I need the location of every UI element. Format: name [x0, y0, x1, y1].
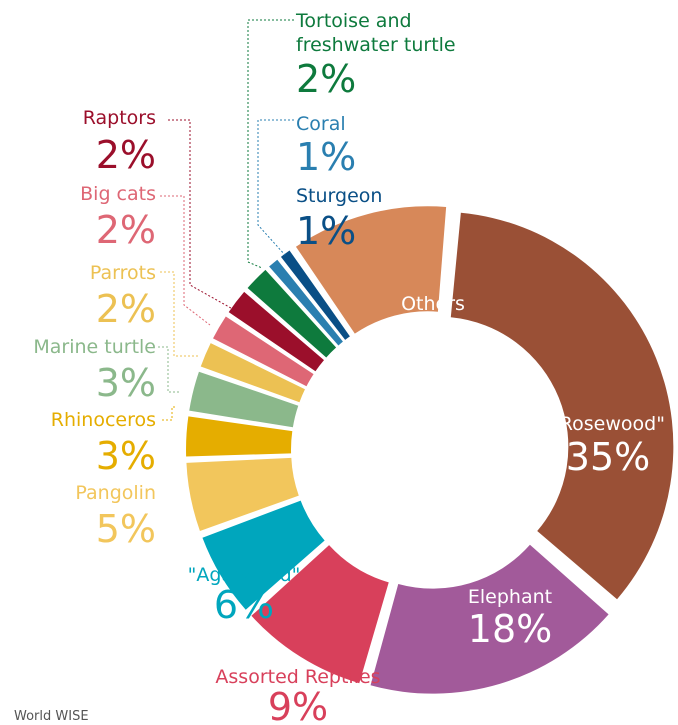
leader-line-marine-turtle	[158, 346, 180, 393]
slice-label-agarwood: "Agarwood"	[188, 564, 301, 586]
leader-line-parrots	[160, 271, 198, 357]
slice-percent-agarwood: 6%	[214, 583, 274, 627]
leader-line-tortoise-and-freshwater-turtle	[247, 19, 294, 269]
slice-others	[295, 206, 447, 334]
slice-sturgeon	[280, 250, 350, 340]
slice-percent-tortoise-and-freshwater-turtle: 2%	[296, 57, 356, 101]
slice-elephant	[370, 544, 609, 694]
slice-percent-coral: 1%	[296, 135, 356, 179]
slice-pangolin	[186, 457, 299, 531]
slice-label-elephant: Elephant	[468, 586, 552, 608]
slice-label-coral: Coral	[296, 113, 346, 135]
slice-assorted-reptiles	[251, 545, 389, 684]
leader-line-raptors	[168, 119, 239, 313]
slice-parrots	[200, 343, 305, 403]
slice-label-marine-turtle: Marine turtle	[33, 336, 156, 358]
slice-percent-big-cats: 2%	[96, 208, 156, 252]
slice-label-sturgeon: Sturgeon	[296, 185, 382, 207]
slice-percent-parrots: 2%	[96, 287, 156, 331]
slice-label-others: Others	[401, 293, 465, 315]
slice-big-cats	[213, 316, 314, 387]
slice-percent-raptors: 2%	[96, 133, 156, 177]
slice-label-rosewood: "Rosewood"	[551, 413, 665, 435]
slice-label-rhinoceros: Rhinoceros	[51, 409, 156, 431]
source-footer: World WISE	[14, 709, 89, 724]
leader-line-big-cats	[160, 195, 211, 326]
slice-rhinoceros	[186, 416, 293, 457]
slice-tortoise-and-freshwater-turtle	[247, 269, 337, 358]
slice-percent-sturgeon: 1%	[296, 209, 356, 253]
slice-percent-marine-turtle: 3%	[96, 361, 156, 405]
slice-percent-rhinoceros: 3%	[96, 434, 156, 478]
slice-label-pangolin: Pangolin	[75, 482, 156, 504]
slice-percent-others: 11%	[391, 315, 475, 359]
slice-raptors	[228, 291, 324, 372]
leader-line-rhinoceros	[162, 406, 176, 421]
slice-label-tortoise-and-freshwater-turtle: Tortoise and freshwater turtle	[295, 10, 456, 56]
slice-agarwood	[202, 500, 325, 610]
slice-rosewood	[450, 212, 674, 600]
slice-percent-assorted-reptiles: 9%	[268, 685, 328, 725]
slice-percent-elephant: 18%	[468, 607, 552, 651]
slice-marine-turtle	[189, 371, 299, 428]
leader-line-coral	[257, 119, 294, 256]
slice-label-assorted-reptiles: Assorted Reptiles	[215, 666, 380, 688]
slice-percent-pangolin: 5%	[96, 507, 156, 551]
slice-percent-rosewood: 35%	[566, 435, 650, 479]
slice-label-big-cats: Big cats	[80, 183, 156, 205]
slice-label-raptors: Raptors	[83, 107, 156, 129]
slice-label-parrots: Parrots	[90, 262, 156, 284]
slice-coral	[269, 259, 343, 346]
